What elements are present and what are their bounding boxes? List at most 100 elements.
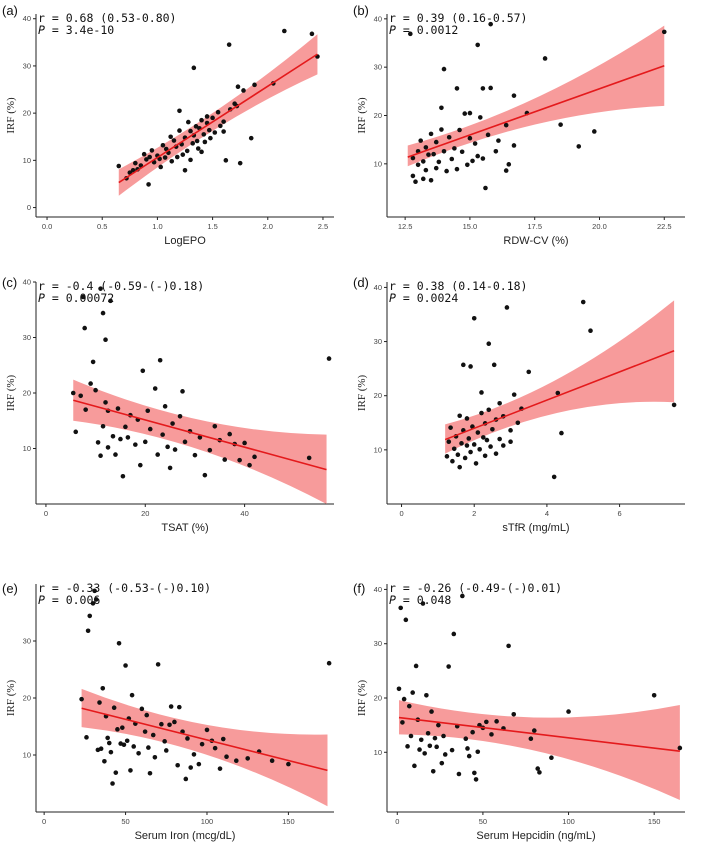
data-point xyxy=(475,430,481,435)
data-point xyxy=(429,709,434,714)
confidence-band xyxy=(445,300,675,454)
data-point xyxy=(142,439,148,445)
y-axis-title: IRF (%) xyxy=(5,679,17,716)
data-point xyxy=(475,42,480,48)
data-point xyxy=(235,84,241,90)
y-tick-label: 30 xyxy=(374,63,382,72)
x-tick-label: 0.5 xyxy=(97,222,107,231)
data-point xyxy=(97,700,102,705)
data-point xyxy=(484,719,489,725)
x-tick-label: 15.0 xyxy=(463,222,478,231)
data-point xyxy=(212,130,218,135)
data-point xyxy=(486,341,492,347)
stat-p-text: P = 0.00072 xyxy=(38,291,114,305)
data-point xyxy=(188,128,193,134)
data-point xyxy=(508,439,513,445)
data-point xyxy=(168,704,174,709)
data-point xyxy=(138,462,143,468)
data-point xyxy=(497,400,502,406)
data-point xyxy=(432,735,438,741)
data-point xyxy=(252,454,257,460)
regression-line xyxy=(444,350,675,441)
x-tick-label: 150 xyxy=(648,817,661,826)
data-point xyxy=(472,141,478,146)
data-point xyxy=(172,719,177,725)
confidence-band xyxy=(73,379,327,504)
data-point xyxy=(470,729,475,735)
data-point xyxy=(485,132,491,138)
data-point xyxy=(207,447,213,453)
data-point xyxy=(466,753,472,759)
data-point xyxy=(206,127,212,133)
data-point xyxy=(237,160,243,166)
data-point xyxy=(108,749,114,755)
data-point xyxy=(88,381,93,386)
data-point xyxy=(177,128,182,133)
data-point xyxy=(212,424,218,429)
data-point xyxy=(98,453,103,459)
data-point xyxy=(241,88,246,93)
data-point xyxy=(467,135,473,141)
confidence-band xyxy=(118,34,318,196)
data-point xyxy=(149,148,155,153)
data-point xyxy=(497,436,502,442)
data-point xyxy=(141,151,147,157)
y-tick-label: 20 xyxy=(374,391,382,400)
data-point xyxy=(202,139,208,145)
data-point xyxy=(559,430,564,436)
data-point xyxy=(503,168,509,173)
data-point xyxy=(182,439,188,445)
data-point xyxy=(185,736,190,741)
data-point xyxy=(204,114,210,119)
x-tick-label: 1.5 xyxy=(207,222,217,231)
data-point xyxy=(434,744,439,750)
data-point xyxy=(441,66,447,72)
y-tick-label: 0 xyxy=(27,203,31,212)
data-point xyxy=(511,392,517,397)
data-point xyxy=(306,455,312,461)
data-point xyxy=(422,751,427,756)
data-point xyxy=(152,386,158,391)
data-point xyxy=(500,443,506,448)
y-tick-label: 40 xyxy=(374,283,382,292)
data-point xyxy=(186,119,191,125)
data-point xyxy=(201,132,207,137)
y-axis-title: IRF (%) xyxy=(356,374,368,411)
data-point xyxy=(147,154,152,160)
chart-panel-1: (a) 0.0 0.5 1.0 1.5 2.0 2.5 0 10 20 30 40 r = 0.68 (… xyxy=(2,3,334,247)
data-point xyxy=(482,453,488,459)
data-point xyxy=(508,428,513,433)
data-point xyxy=(661,29,667,35)
data-point xyxy=(192,452,198,458)
regression-line xyxy=(81,707,328,772)
data-point xyxy=(462,111,468,116)
data-point xyxy=(475,153,480,159)
data-point xyxy=(165,444,170,450)
y-tick-label: 20 xyxy=(23,389,31,398)
data-point xyxy=(424,692,429,698)
data-point xyxy=(506,643,511,649)
data-point xyxy=(446,134,452,140)
data-point xyxy=(221,129,226,134)
data-point xyxy=(457,127,462,133)
stat-p-text: P = 0.006 xyxy=(38,593,100,607)
stat-r-text: r = 0.68 (0.53-0.80) xyxy=(38,11,176,25)
x-tick-label: 17.5 xyxy=(527,222,542,231)
x-tick-label: 100 xyxy=(201,817,214,826)
y-tick-label: 10 xyxy=(374,748,382,757)
data-point xyxy=(111,705,117,710)
data-point xyxy=(542,56,548,61)
data-point xyxy=(528,736,534,742)
data-point xyxy=(199,741,205,747)
data-point xyxy=(218,123,223,129)
chart-panel-5: (e) 0 50 100 150 10 20 30 r = -0.33 (-0.53-(-)0.… xyxy=(2,581,334,842)
x-tick-label: 6 xyxy=(617,509,621,518)
data-point xyxy=(488,85,493,91)
data-point xyxy=(408,31,413,37)
data-point xyxy=(150,732,156,738)
y-tick-label: 10 xyxy=(374,445,382,454)
data-point xyxy=(84,735,89,740)
stat-p-symbol: P xyxy=(38,593,45,607)
regression-line xyxy=(118,53,318,184)
data-point xyxy=(167,722,172,728)
